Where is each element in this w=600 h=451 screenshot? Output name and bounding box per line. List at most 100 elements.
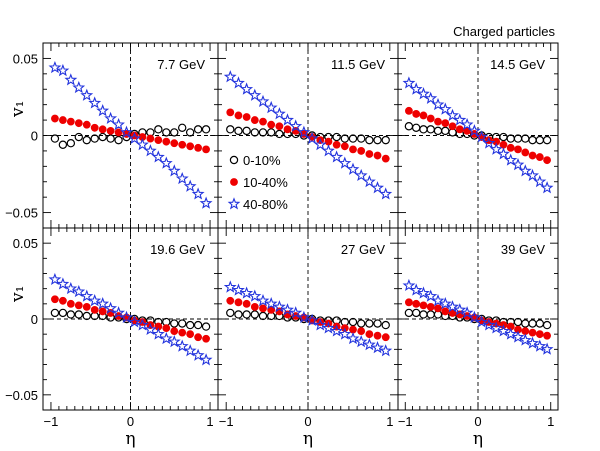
data-point bbox=[74, 119, 83, 128]
data-point bbox=[291, 126, 300, 135]
data-point bbox=[289, 119, 303, 132]
data-point bbox=[159, 156, 173, 169]
panel: 11.5 GeV bbox=[217, 42, 399, 229]
data-point bbox=[467, 124, 481, 137]
data-point bbox=[112, 117, 125, 131]
data-point bbox=[202, 334, 210, 343]
data-point bbox=[438, 297, 452, 310]
y-tick-label: 0 bbox=[31, 129, 38, 144]
data-point bbox=[106, 126, 115, 135]
data-point bbox=[82, 135, 91, 145]
data-point bbox=[159, 331, 173, 345]
data-point bbox=[66, 117, 75, 126]
data-point bbox=[467, 310, 481, 323]
y-tick-label: −0.05 bbox=[5, 388, 38, 403]
data-point bbox=[58, 116, 67, 124]
data-point bbox=[275, 122, 284, 131]
data-point bbox=[201, 322, 211, 331]
data-point bbox=[242, 299, 251, 308]
data-point bbox=[186, 330, 195, 339]
data-point bbox=[506, 143, 515, 152]
x-tick-label: −1 bbox=[398, 414, 413, 429]
data-point bbox=[506, 322, 515, 331]
data-point bbox=[381, 320, 390, 330]
x-axis-label: η bbox=[125, 429, 135, 449]
data-point bbox=[234, 111, 243, 120]
x-tick-label: 1 bbox=[386, 414, 393, 429]
data-point bbox=[98, 132, 107, 142]
panel: 0.05 0 −0.05 v₁ −1 0 1 η 19.6 GeV bbox=[5, 227, 219, 449]
data-point bbox=[80, 289, 94, 302]
data-point bbox=[332, 140, 341, 149]
x-tick-label: −1 bbox=[219, 414, 234, 429]
data-point bbox=[258, 311, 268, 321]
data-point bbox=[543, 156, 551, 165]
data-point bbox=[96, 297, 110, 310]
data-point bbox=[346, 331, 360, 345]
data-point bbox=[74, 310, 83, 319]
data-point bbox=[381, 135, 390, 145]
legend-marker bbox=[227, 197, 241, 210]
data-point bbox=[381, 333, 390, 342]
panel: 0.05 0 −0.05 v₁ 7.7 GeV bbox=[5, 42, 219, 229]
y-tick-label: 0 bbox=[31, 312, 38, 327]
data-point bbox=[489, 142, 503, 155]
data-point bbox=[514, 325, 522, 334]
data-point bbox=[373, 319, 382, 328]
x-tick-label: 1 bbox=[206, 414, 213, 429]
panel: −1 0 1 η 27 GeV bbox=[217, 227, 399, 449]
x-tick-label: 0 bbox=[304, 414, 311, 429]
data-point bbox=[448, 122, 457, 131]
series bbox=[402, 278, 554, 355]
data-point bbox=[419, 125, 428, 134]
data-point bbox=[178, 319, 187, 328]
data-point bbox=[154, 322, 163, 331]
data-point bbox=[250, 116, 259, 124]
data-point bbox=[66, 139, 76, 148]
data-point bbox=[409, 283, 423, 296]
data-point bbox=[256, 94, 270, 108]
data-point bbox=[528, 328, 537, 337]
data-point bbox=[112, 306, 125, 319]
data-point bbox=[167, 335, 181, 348]
data-point bbox=[540, 181, 554, 194]
data-point bbox=[379, 187, 393, 200]
data-point bbox=[365, 319, 374, 328]
data-point bbox=[223, 280, 237, 293]
data-point bbox=[349, 325, 357, 334]
data-point bbox=[482, 136, 496, 149]
data-point bbox=[332, 132, 341, 142]
panel: 14.5 GeV bbox=[397, 42, 559, 229]
data-point bbox=[297, 125, 311, 138]
data-point bbox=[506, 134, 515, 143]
data-point bbox=[330, 324, 344, 337]
data-point bbox=[338, 327, 352, 340]
data-point bbox=[106, 134, 115, 143]
series bbox=[48, 272, 213, 366]
data-point bbox=[340, 134, 350, 143]
data-point bbox=[74, 132, 83, 142]
data-point bbox=[283, 125, 292, 134]
data-point bbox=[114, 135, 123, 145]
data-point bbox=[48, 60, 62, 74]
data-point bbox=[535, 330, 544, 339]
data-point bbox=[72, 80, 86, 94]
data-point bbox=[82, 120, 91, 129]
data-point bbox=[178, 123, 187, 132]
data-point bbox=[74, 301, 83, 310]
data-point bbox=[170, 327, 179, 336]
data-point bbox=[316, 318, 325, 326]
data-point bbox=[199, 353, 213, 366]
data-point bbox=[223, 70, 237, 83]
data-point bbox=[143, 322, 157, 336]
data-point bbox=[267, 120, 276, 129]
data-point bbox=[146, 134, 155, 143]
panel-energy-label: 7.7 GeV bbox=[157, 57, 205, 72]
series bbox=[404, 122, 552, 145]
data-point bbox=[143, 144, 157, 157]
data-point bbox=[226, 125, 235, 134]
data-point bbox=[446, 300, 460, 313]
data-point bbox=[202, 145, 210, 154]
